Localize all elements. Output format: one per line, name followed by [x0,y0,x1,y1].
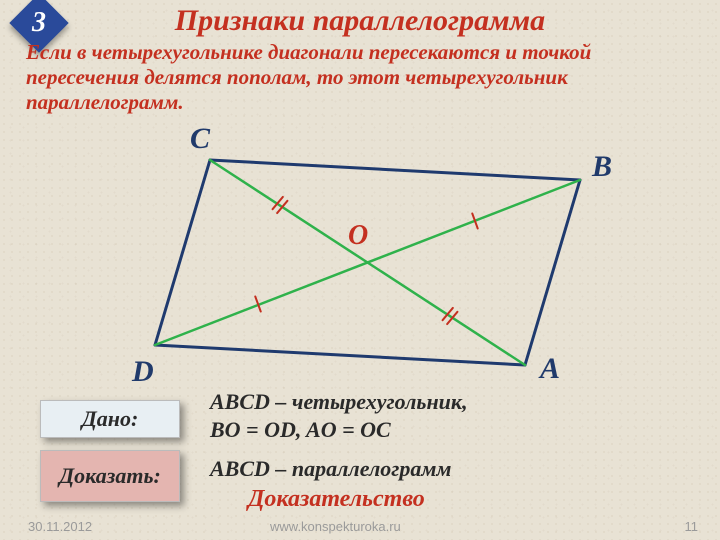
given-label: Дано: [82,406,139,432]
proof-heading: Доказательство [248,486,425,513]
parallelogram-diagram: C B A D O [80,130,630,390]
footer-url: www.konspekturoka.ru [270,519,401,534]
theorem-text: Если в четырехугольнике диагонали пересе… [26,40,700,116]
given-panel: Дано: [40,400,180,438]
vertex-label-a: A [540,352,560,386]
prove-statement: ABCD – параллелограмм [210,455,452,483]
prove-label: Доказать: [59,465,161,487]
vertex-label-b: B [592,150,612,184]
diagram-svg [80,130,630,390]
center-label-o: O [348,220,368,252]
vertex-label-c: C [190,122,210,156]
prove-panel: Доказать: [40,450,180,502]
slide-title: Признаки параллелограмма [0,0,720,38]
footer-page: 11 [685,519,699,534]
vertex-label-d: D [132,355,154,389]
footer-date: 30.11.2012 [28,519,92,534]
given-statement: ABCD – четырехугольник, BO = OD, AO = OC [210,388,468,443]
given-line1: ABCD – четырехугольник, [210,389,468,414]
given-line2: BO = OD, AO = OC [210,417,391,442]
